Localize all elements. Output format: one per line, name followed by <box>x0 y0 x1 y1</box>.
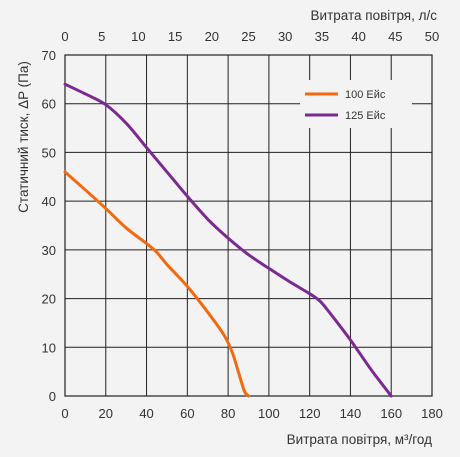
legend-label-2: 125 Ейс <box>345 110 386 122</box>
y-tick-label: 10 <box>42 340 56 355</box>
x2-tick-label: 15 <box>168 29 182 44</box>
x2-tick-label: 25 <box>241 29 255 44</box>
y-tick-label: 40 <box>42 194 56 209</box>
legend: 100 Ейс 125 Ейс <box>300 80 412 128</box>
legend-background <box>300 80 412 128</box>
x-tick-label: 160 <box>380 406 402 421</box>
x-tick-label: 40 <box>139 406 153 421</box>
y-tick-label: 70 <box>42 48 56 63</box>
y-axis-title: Статичний тиск, ΔP (Па) <box>16 61 31 213</box>
x2-tick-label: 40 <box>351 29 365 44</box>
legend-label-1: 100 Ейс <box>345 89 386 101</box>
series-line-2 <box>63 82 393 398</box>
x-tick-label: 20 <box>99 406 113 421</box>
x-tick-label: 180 <box>421 406 443 421</box>
x-axis-title: Витрата повітря, м³/год <box>287 432 432 447</box>
y-tick-label: 50 <box>42 145 56 160</box>
y-tick-label: 0 <box>49 389 56 404</box>
series-line-1 <box>63 170 250 398</box>
x2-axis-title: Витрата повітря, л/с <box>311 8 438 23</box>
y-tick-label: 20 <box>42 292 56 307</box>
y-tick-label: 30 <box>42 243 56 258</box>
x-tick-label: 140 <box>340 406 362 421</box>
x-tick-label: 60 <box>180 406 194 421</box>
x2-tick-label: 5 <box>98 29 105 44</box>
series-lines <box>63 82 393 398</box>
x2-tick-label: 0 <box>61 29 68 44</box>
x2-tick-label: 50 <box>425 29 439 44</box>
x-tick-label: 80 <box>221 406 235 421</box>
x2-tick-label: 10 <box>131 29 145 44</box>
x2-tick-label: 45 <box>388 29 402 44</box>
y-tick-label: 60 <box>42 97 56 112</box>
x-tick-label: 120 <box>299 406 321 421</box>
x-tick-label: 0 <box>61 406 68 421</box>
x2-tick-label: 30 <box>278 29 292 44</box>
x2-tick-label: 20 <box>205 29 219 44</box>
x2-tick-label: 35 <box>315 29 329 44</box>
x-tick-label: 100 <box>258 406 280 421</box>
